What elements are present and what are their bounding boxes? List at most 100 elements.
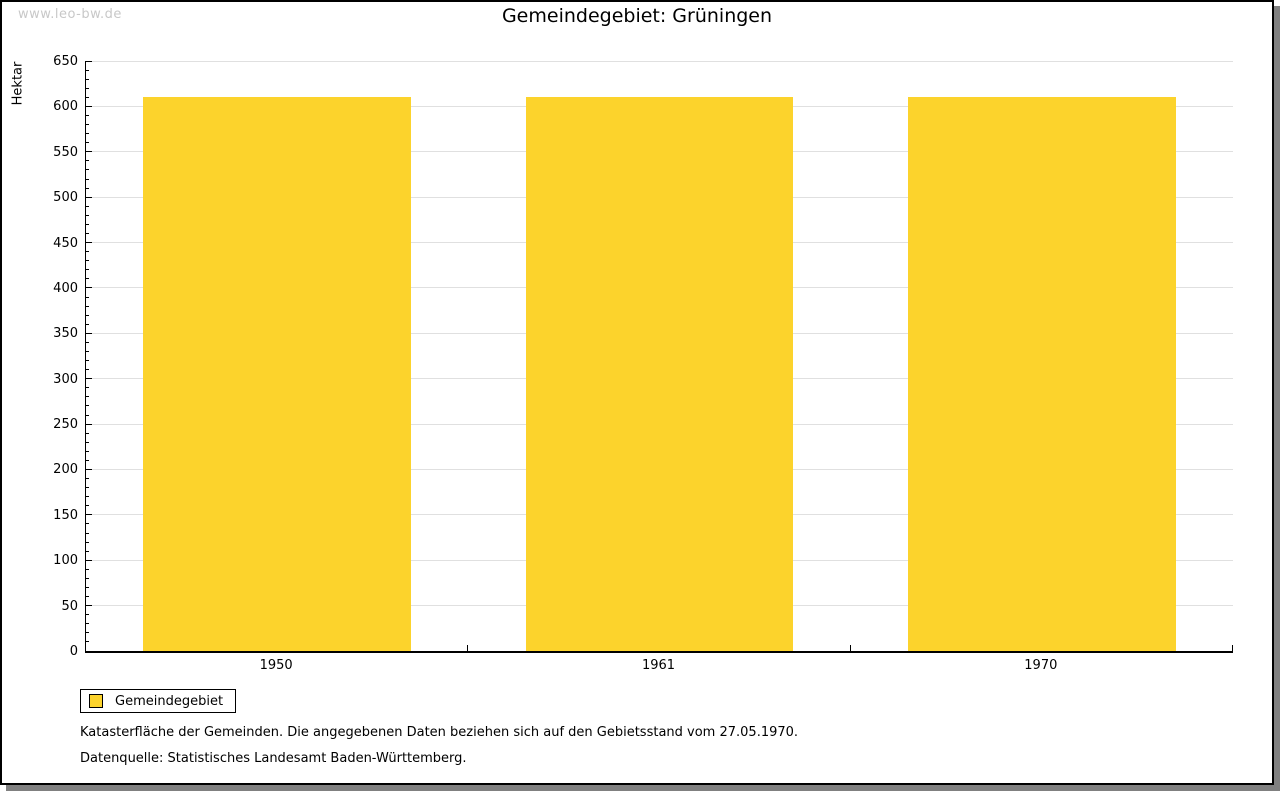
y-axis-major-tick — [86, 423, 92, 425]
footnote-source: Datenquelle: Statistisches Landesamt Bad… — [80, 751, 467, 766]
y-axis-major-tick — [86, 60, 92, 62]
y-axis-minor-tick — [86, 223, 89, 225]
y-axis-minor-tick — [86, 432, 89, 434]
y-axis-minor-tick — [86, 405, 89, 407]
y-axis-tick-label: 150 — [53, 507, 78, 523]
y-axis-tick-label: 50 — [61, 598, 78, 614]
y-axis-minor-tick — [86, 214, 89, 216]
page-title: Gemeindegebiet: Grüningen — [501, 5, 773, 27]
y-axis-tick-label: 250 — [53, 417, 78, 433]
y-axis-minor-tick — [86, 314, 89, 316]
y-axis-minor-tick — [86, 350, 89, 352]
y-axis-minor-tick — [86, 360, 89, 362]
watermark: www.leo-bw.de — [18, 7, 122, 22]
y-axis-minor-tick — [86, 568, 89, 570]
y-axis-tick-label: 450 — [53, 235, 78, 251]
plot-area — [85, 60, 1233, 653]
y-axis-minor-tick — [86, 78, 89, 80]
y-axis-minor-tick — [86, 369, 89, 371]
y-axis-major-tick — [86, 332, 92, 334]
y-axis-minor-tick — [86, 114, 89, 116]
y-axis-tick-label: 0 — [69, 644, 78, 659]
y-axis-minor-tick — [86, 541, 89, 543]
y-axis-tick-label: 100 — [53, 553, 78, 569]
x-axis-tick-label: 1970 — [1024, 658, 1058, 673]
y-axis-tick-label: 350 — [53, 326, 78, 342]
y-axis-tick-label: 400 — [53, 280, 78, 296]
y-axis-minor-tick — [86, 296, 89, 298]
y-axis-minor-tick — [86, 596, 89, 598]
y-axis-minor-tick — [86, 550, 89, 552]
y-axis-major-tick — [86, 605, 92, 607]
x-axis-tick — [467, 645, 469, 651]
y-axis-minor-tick — [86, 96, 89, 98]
x-axis-tick — [849, 645, 851, 651]
legend-color-swatch — [89, 694, 103, 708]
y-axis-minor-tick — [86, 305, 89, 307]
y-axis-minor-tick — [86, 387, 89, 389]
y-axis-minor-tick — [86, 623, 89, 625]
y-axis-minor-tick — [86, 124, 89, 126]
y-axis-minor-tick — [86, 260, 89, 262]
y-axis-minor-tick — [86, 487, 89, 489]
y-axis-major-tick — [86, 378, 92, 380]
y-axis-major-tick — [86, 151, 92, 153]
y-axis-major-tick — [86, 105, 92, 107]
y-axis-minor-tick — [86, 178, 89, 180]
bar-1961 — [525, 97, 794, 651]
y-axis-minor-tick — [86, 523, 89, 525]
y-axis-minor-tick — [86, 323, 89, 325]
y-axis-label: Hektar — [10, 61, 26, 106]
y-axis-minor-tick — [86, 160, 89, 162]
y-axis-major-tick — [86, 242, 92, 244]
y-axis-minor-tick — [86, 187, 89, 189]
y-axis-tick-label: 200 — [53, 462, 78, 478]
y-axis-minor-tick — [86, 505, 89, 507]
y-axis-major-tick — [86, 287, 92, 289]
y-axis-tick-label: 600 — [53, 99, 78, 115]
gridline — [86, 60, 1233, 62]
y-axis-minor-tick — [86, 133, 89, 135]
y-axis-minor-tick — [86, 586, 89, 588]
y-axis-major-tick — [86, 650, 92, 652]
y-axis-minor-tick — [86, 87, 89, 89]
x-axis-tick-label: 1950 — [259, 658, 293, 673]
y-axis-major-tick — [86, 196, 92, 198]
y-axis-major-tick — [86, 559, 92, 561]
bar-1950 — [143, 97, 411, 651]
y-axis-minor-tick — [86, 459, 89, 461]
y-axis-tick-label: 300 — [53, 371, 78, 387]
y-axis-minor-tick — [86, 341, 89, 343]
y-axis-minor-tick — [86, 396, 89, 398]
x-axis-tick-label: 1961 — [641, 658, 676, 673]
x-axis-tick — [1232, 645, 1233, 651]
legend: Gemeindegebiet — [80, 689, 237, 713]
y-axis-minor-tick — [86, 205, 89, 207]
y-axis-minor-tick — [86, 450, 89, 452]
y-axis-minor-tick — [86, 69, 89, 71]
y-axis-major-tick — [86, 514, 92, 516]
y-axis-minor-tick — [86, 614, 89, 616]
y-axis-minor-tick — [86, 441, 89, 443]
y-axis-minor-tick — [86, 278, 89, 280]
y-axis-minor-tick — [86, 496, 89, 498]
y-axis-minor-tick — [86, 577, 89, 579]
y-axis-minor-tick — [86, 169, 89, 171]
legend-label: Gemeindegebiet — [115, 693, 224, 709]
y-axis-minor-tick — [86, 632, 89, 634]
y-axis-minor-tick — [86, 641, 89, 643]
y-axis-minor-tick — [86, 232, 89, 234]
y-axis-tick-label: 500 — [53, 190, 78, 206]
y-axis-major-tick — [86, 468, 92, 470]
y-axis-minor-tick — [86, 142, 89, 144]
footnote-description: Katasterfläche der Gemeinden. Die angege… — [80, 725, 799, 740]
bar-1970 — [908, 97, 1176, 651]
y-axis-tick-label: 550 — [53, 144, 78, 160]
y-axis-minor-tick — [86, 414, 89, 416]
y-axis-minor-tick — [86, 478, 89, 480]
y-axis-minor-tick — [86, 251, 89, 253]
y-axis-tick-label: 650 — [53, 54, 78, 69]
y-axis-minor-tick — [86, 269, 89, 271]
y-axis-minor-tick — [86, 532, 89, 534]
